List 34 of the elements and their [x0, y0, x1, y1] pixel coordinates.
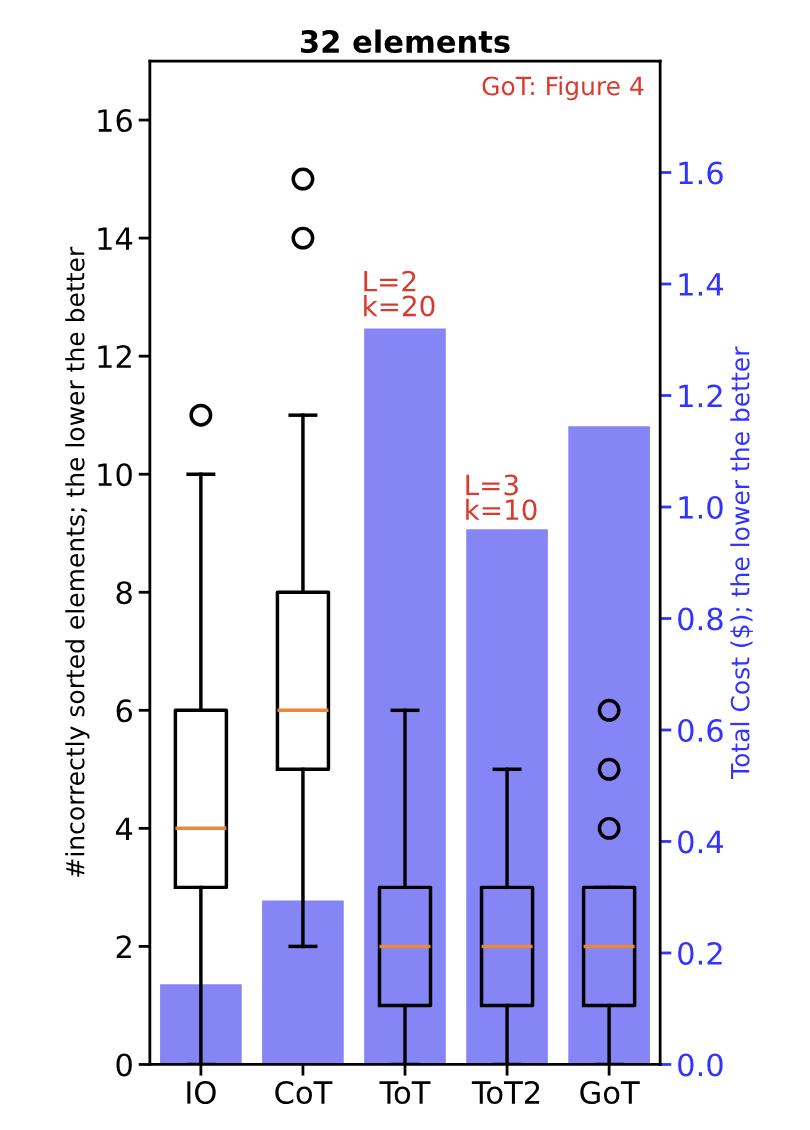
- annotation: L=2 k=20: [364, 270, 435, 317]
- y2-tick-label: 1.4: [679, 273, 723, 296]
- y-tick-label: 0: [116, 1053, 132, 1077]
- y-tick-label: 4: [115, 817, 133, 840]
- y-tick-label: 2: [116, 935, 131, 959]
- y2-tick-label: 0.4: [678, 830, 723, 854]
- x-tick-label: CoT: [275, 1080, 333, 1105]
- y2-tick-label: 0.8: [678, 607, 723, 631]
- y-tick-label: 16: [98, 108, 132, 133]
- y-tick-label: 10: [98, 463, 132, 487]
- y2-tick-label: 1.0: [679, 495, 723, 520]
- x-tick-label: ToT: [379, 1081, 431, 1105]
- x-tick-label: ToT2: [471, 1080, 540, 1105]
- annotation: GoT: Figure 4: [482, 76, 644, 101]
- annotation: L=3 k=10: [466, 474, 537, 521]
- y-tick-label: 14: [98, 227, 133, 250]
- bar: [160, 984, 242, 1065]
- y2-tick-label: 0.2: [678, 941, 722, 966]
- y-tick-label: 12: [98, 345, 131, 368]
- bar: [568, 426, 650, 1065]
- x-tick-label: IO: [187, 1080, 216, 1105]
- y-axis-title: #incorrectly sorted elements; the lower the better: [65, 246, 90, 877]
- bar: [364, 328, 446, 1065]
- y-tick-label: 8: [116, 581, 132, 605]
- x-tick-label: GoT: [580, 1080, 640, 1105]
- y2-tick-label: 0.0: [678, 1053, 723, 1077]
- y2-tick-label: 0.6: [678, 718, 723, 743]
- y2-axis-title: Total Cost ($); the lower the better: [730, 346, 753, 780]
- bar: [262, 900, 344, 1065]
- chart-title: 32 elements: [300, 29, 510, 54]
- bar: [466, 529, 548, 1065]
- y2-tick-label: 1.6: [679, 161, 723, 185]
- y-tick-label: 6: [116, 699, 132, 723]
- y2-tick-label: 1.2: [679, 384, 722, 408]
